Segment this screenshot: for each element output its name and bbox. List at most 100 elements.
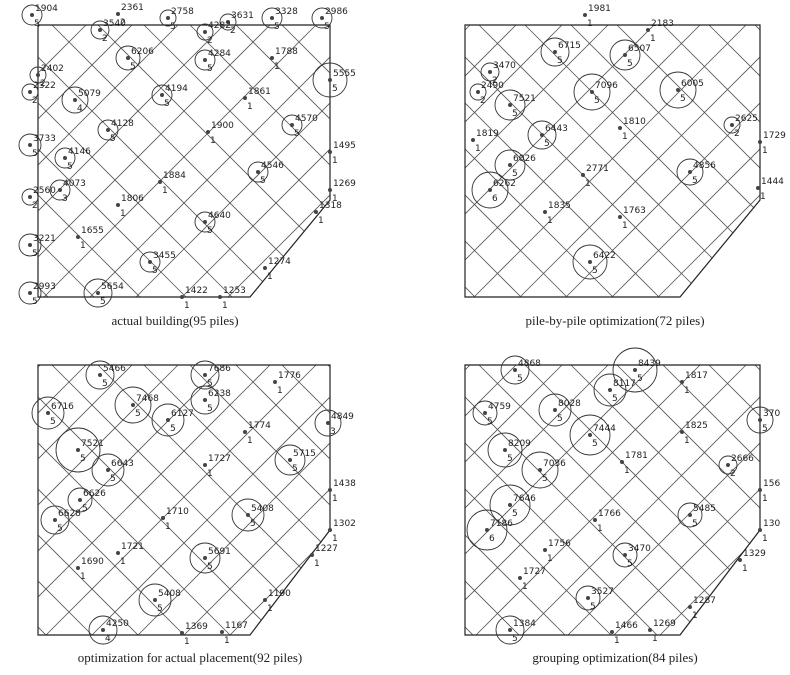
- pile: [513, 368, 517, 372]
- pile: [588, 260, 592, 264]
- pile: [220, 630, 224, 634]
- pile: [180, 631, 184, 635]
- pile: [180, 295, 184, 299]
- pile-load: 5466: [103, 364, 126, 374]
- pile-load: 7686: [208, 364, 231, 374]
- pile: [310, 553, 314, 557]
- pile-group: 5: [152, 266, 158, 276]
- pile-load: 4146: [68, 147, 91, 157]
- pile-group: 5: [100, 297, 106, 307]
- pile-load: 1727: [523, 567, 546, 577]
- pile-load: 156: [763, 479, 780, 489]
- pile: [158, 180, 162, 184]
- pile-group: 5: [594, 96, 600, 106]
- pile: [203, 30, 207, 34]
- pile-group: 5: [34, 19, 40, 29]
- pile: [488, 70, 492, 74]
- pile-group: 1: [332, 156, 338, 166]
- pile-load: 1253: [223, 286, 246, 296]
- pile-load: 1167: [225, 621, 248, 631]
- pile-load: 1819: [476, 129, 499, 139]
- pile-group: 1: [622, 132, 628, 142]
- pile-load: 1861: [248, 87, 271, 97]
- pile: [543, 548, 547, 552]
- pile-load: 7096: [595, 81, 618, 91]
- pile-load: 1900: [211, 121, 234, 131]
- pile-load: 1727: [208, 454, 231, 464]
- pile-group: 5: [32, 297, 38, 307]
- pile: [106, 128, 110, 132]
- pile: [540, 133, 544, 137]
- pile: [203, 556, 207, 560]
- pile-group: 5: [80, 454, 86, 464]
- pile-load: 4282: [208, 21, 231, 31]
- grid-line: [336, 25, 608, 297]
- pile-load: 1444: [761, 177, 784, 187]
- pile: [593, 518, 597, 522]
- pile-group: 5: [590, 602, 596, 612]
- pile: [758, 488, 762, 492]
- pile: [166, 16, 170, 20]
- grid-line: [750, 25, 790, 297]
- grid-line: [704, 25, 790, 297]
- pile-load: 1690: [81, 557, 104, 567]
- pile: [328, 150, 332, 154]
- pile-load: 3470: [493, 61, 516, 71]
- pile-load: 1329: [743, 549, 766, 559]
- pile: [648, 628, 652, 632]
- panel: 1904535402236122758536312428223328529865…: [0, 3, 730, 328]
- grid-line: [341, 25, 613, 297]
- pile-load: 6005: [681, 79, 704, 89]
- pile-group: 1: [267, 604, 273, 614]
- pile: [538, 468, 542, 472]
- pile: [263, 266, 267, 270]
- pile-load: 2560: [33, 186, 56, 196]
- pile-group: 5: [612, 394, 618, 404]
- panel-caption: optimization for actual placement(92 pil…: [78, 650, 303, 665]
- pile: [314, 210, 318, 214]
- pile-load: 4546: [261, 161, 284, 171]
- pile: [543, 210, 547, 214]
- pile-load: 1655: [81, 226, 104, 236]
- pile-group: 1: [547, 216, 553, 226]
- grid-line: [663, 365, 790, 635]
- grid-line: [111, 25, 383, 297]
- pile: [618, 126, 622, 130]
- pile: [758, 140, 762, 144]
- pile-load: 7521: [81, 439, 104, 449]
- pile: [46, 411, 50, 415]
- pile-group: 5: [512, 509, 518, 519]
- pile-load: 1981: [588, 4, 611, 14]
- pile: [328, 488, 332, 492]
- pile-group: 5: [487, 417, 493, 427]
- pile: [623, 53, 627, 57]
- pile-group: 5: [692, 176, 698, 186]
- pile-group: 1: [760, 192, 766, 202]
- pile-load: 8209: [508, 439, 531, 449]
- pile-group: 1: [274, 62, 280, 72]
- pile-group: 1: [762, 534, 768, 544]
- pile-load: 1710: [166, 507, 189, 517]
- pile-load: 6127: [171, 409, 194, 419]
- pile: [288, 458, 292, 462]
- pile-load: 4868: [518, 359, 541, 369]
- pile-group: 1: [614, 636, 620, 646]
- pile: [270, 56, 274, 60]
- pile-load: 2490: [481, 81, 504, 91]
- grid-line: [0, 25, 178, 297]
- pile-group: 5: [512, 109, 518, 119]
- pile-group: 5: [627, 559, 633, 569]
- pile-group: 5: [82, 504, 88, 514]
- pile: [148, 260, 152, 264]
- grid-line: [412, 25, 684, 297]
- pile: [608, 388, 612, 392]
- pile-load: 1318: [319, 201, 342, 211]
- pile-group: 3: [62, 194, 68, 204]
- pile-group: 4: [105, 634, 111, 644]
- pile-load: 6443: [545, 124, 568, 134]
- pile: [476, 90, 480, 94]
- pile-group: 5: [102, 379, 108, 389]
- pile-group: 5: [32, 249, 38, 259]
- pile-group: 5: [332, 84, 338, 94]
- pile-load: 1763: [623, 206, 646, 216]
